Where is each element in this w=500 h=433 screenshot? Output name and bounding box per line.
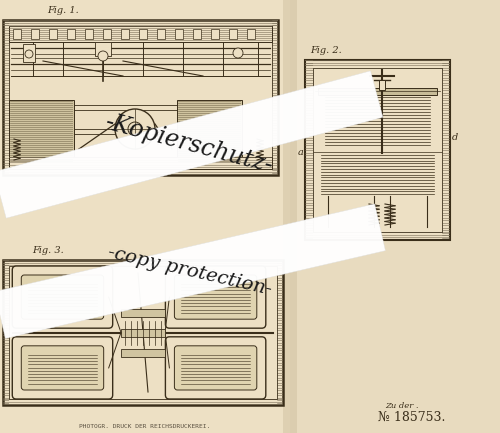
Bar <box>211 29 219 39</box>
Bar <box>49 29 57 39</box>
Bar <box>85 29 93 39</box>
Bar <box>121 308 165 317</box>
Text: Fig. 2.: Fig. 2. <box>310 46 342 55</box>
Bar <box>3 260 283 405</box>
FancyBboxPatch shape <box>22 275 103 319</box>
Bar <box>283 0 297 433</box>
Circle shape <box>115 109 155 149</box>
Bar <box>379 80 385 90</box>
Circle shape <box>25 50 33 58</box>
Bar <box>0 0 290 433</box>
Bar <box>31 29 39 39</box>
Bar <box>139 29 147 39</box>
Bar <box>9 266 277 399</box>
Bar <box>247 29 255 39</box>
Circle shape <box>128 122 142 136</box>
Circle shape <box>233 48 243 58</box>
FancyBboxPatch shape <box>22 346 103 390</box>
Bar <box>9 157 272 169</box>
Text: Zu der .: Zu der . <box>385 402 418 410</box>
Bar <box>318 88 437 95</box>
Text: PHOTOGR. DRUCK DER REICHSDRUCKEREI.: PHOTOGR. DRUCK DER REICHSDRUCKEREI. <box>80 424 210 430</box>
FancyBboxPatch shape <box>174 346 257 390</box>
Text: a: a <box>298 148 304 157</box>
FancyBboxPatch shape <box>174 275 257 319</box>
FancyBboxPatch shape <box>166 337 266 399</box>
Bar <box>95 42 111 56</box>
Bar <box>313 68 442 232</box>
Text: № 185753.: № 185753. <box>378 411 446 424</box>
Text: Fig. 3.: Fig. 3. <box>32 246 64 255</box>
FancyBboxPatch shape <box>12 337 112 399</box>
Bar <box>3 20 278 175</box>
Text: -Kopierschutz-: -Kopierschutz- <box>102 111 275 178</box>
Bar <box>290 0 500 433</box>
Bar <box>121 29 129 39</box>
Bar <box>229 29 237 39</box>
Text: Fig. 1.: Fig. 1. <box>47 6 79 15</box>
Bar <box>177 100 242 164</box>
FancyBboxPatch shape <box>166 266 266 328</box>
Bar <box>23 44 35 62</box>
Bar <box>193 29 201 39</box>
Bar <box>9 26 272 42</box>
Bar <box>121 349 165 356</box>
Bar <box>121 329 165 336</box>
Bar <box>67 29 75 39</box>
Circle shape <box>98 51 108 61</box>
Polygon shape <box>0 71 383 218</box>
Polygon shape <box>0 204 386 338</box>
FancyBboxPatch shape <box>12 266 112 328</box>
Bar <box>313 152 442 232</box>
Bar <box>103 29 111 39</box>
Bar <box>13 29 21 39</box>
Text: d: d <box>452 133 458 142</box>
Bar <box>175 29 183 39</box>
Bar <box>157 29 165 39</box>
Text: -copy protection-: -copy protection- <box>106 243 274 299</box>
Bar <box>9 100 74 164</box>
Bar <box>9 26 272 169</box>
Bar <box>313 68 442 153</box>
Bar <box>305 60 450 240</box>
